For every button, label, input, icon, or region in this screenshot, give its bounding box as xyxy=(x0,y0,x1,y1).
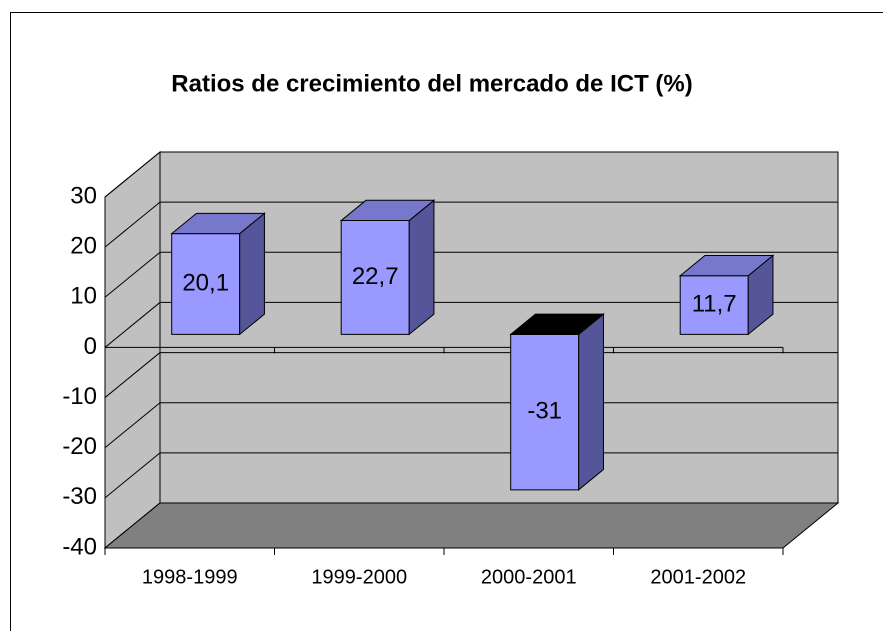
x-tick-label: 2000-2001 xyxy=(481,566,577,588)
y-tick-label: -40 xyxy=(62,533,97,560)
grid-line xyxy=(104,452,161,499)
data-label: 11,7 xyxy=(692,290,737,317)
grid-line xyxy=(104,352,161,398)
grid-line xyxy=(104,302,161,348)
y-tick-label: -30 xyxy=(62,483,97,510)
x-tick-label: 1998-1999 xyxy=(142,566,238,588)
bar-side xyxy=(239,212,265,336)
grid-line xyxy=(104,151,161,198)
grid-line xyxy=(104,251,161,298)
y-tick-label: 0 xyxy=(84,333,97,360)
bar-top xyxy=(678,254,775,277)
floor xyxy=(103,502,840,549)
bar xyxy=(339,199,436,336)
y-tick-label: 20 xyxy=(70,232,97,259)
grid-line xyxy=(104,402,161,449)
y-tick-label: -20 xyxy=(62,433,97,460)
grid-line xyxy=(104,201,161,248)
y-tick-label: 30 xyxy=(70,182,97,209)
bar-side xyxy=(408,199,435,336)
x-tick-label: 2001-2002 xyxy=(650,566,746,588)
chart-title: Ratios de crecimiento del mercado de ICT… xyxy=(171,70,692,97)
data-label: 22,7 xyxy=(352,263,399,290)
y-tick-label: 10 xyxy=(70,283,97,310)
x-tick-label: 1999-2000 xyxy=(311,566,407,588)
bar-top xyxy=(170,212,266,235)
bar-top xyxy=(339,199,436,222)
bar xyxy=(170,212,266,336)
data-label: 20,1 xyxy=(182,269,229,296)
bar xyxy=(678,254,775,336)
bar-top xyxy=(509,313,605,335)
side-wall xyxy=(104,150,161,550)
data-label: -31 xyxy=(527,397,562,424)
bar-side xyxy=(578,313,604,491)
bar xyxy=(509,313,605,491)
y-tick-label: -10 xyxy=(62,383,97,410)
